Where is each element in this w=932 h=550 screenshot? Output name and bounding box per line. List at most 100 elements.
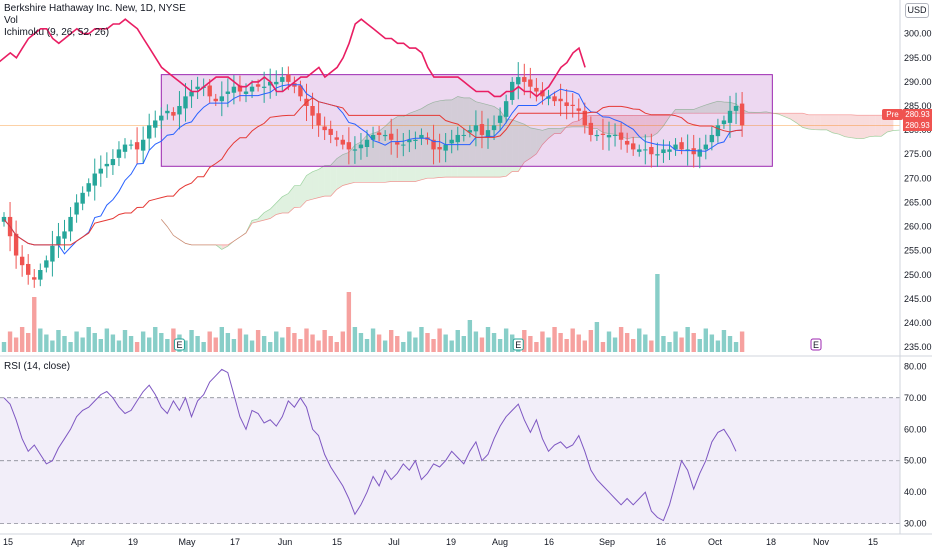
cloud-segment xyxy=(282,193,289,213)
volume-bar xyxy=(68,342,73,352)
volume-bar xyxy=(655,274,660,352)
volume-bar xyxy=(80,337,85,352)
cloud-segment xyxy=(536,128,543,154)
rsi-legend[interactable]: RSI (14, close) xyxy=(4,361,71,372)
volume-bar xyxy=(461,336,466,352)
rsi-tick-label: 30.00 xyxy=(904,519,927,529)
cloud-segment xyxy=(681,109,688,114)
candle-body xyxy=(274,81,279,85)
candle-body xyxy=(68,216,73,232)
volume-bar xyxy=(165,339,170,352)
candle-body xyxy=(38,270,43,280)
cloud-segment xyxy=(252,218,259,224)
volume-bar xyxy=(147,337,152,352)
symbol-title[interactable]: Berkshire Hathaway Inc. New, 1D, NYSE xyxy=(4,3,186,14)
candle-body xyxy=(395,142,400,145)
cloud-segment xyxy=(723,101,730,114)
earnings-box xyxy=(512,338,524,351)
candle-body xyxy=(261,86,267,88)
cloud-segment xyxy=(391,116,398,182)
candle-body xyxy=(528,79,533,87)
candle-body xyxy=(606,134,612,138)
candle-body xyxy=(19,256,25,266)
cloud-segment xyxy=(457,96,464,178)
time-tick-label: 15 xyxy=(3,537,13,547)
candle-body xyxy=(62,231,67,239)
candle-body xyxy=(213,98,218,102)
candle-body xyxy=(370,134,376,140)
candle-body xyxy=(140,139,146,151)
candle-body xyxy=(255,84,261,87)
candle-body xyxy=(582,110,587,126)
earnings-marker[interactable]: E xyxy=(512,338,524,351)
volume-bar xyxy=(201,342,206,352)
cloud-segment xyxy=(342,152,349,186)
price-tick-label: 295.00 xyxy=(904,53,932,63)
ichimoku-label[interactable]: Ichimoku (9, 26, 52, 26) xyxy=(4,27,110,38)
candle-body xyxy=(352,149,358,151)
volume-bar xyxy=(98,339,103,352)
candle-body xyxy=(225,91,231,94)
candle-body xyxy=(721,120,727,125)
pre-tag: Pre xyxy=(882,109,903,120)
volume-bar xyxy=(624,333,630,352)
candle-body xyxy=(473,125,479,132)
earnings-marker[interactable]: E xyxy=(173,338,185,351)
time-tick-label: Jul xyxy=(388,537,400,547)
legend: Berkshire Hathaway Inc. New, 1D, NYSE Vo… xyxy=(4,3,186,39)
candle-body xyxy=(316,113,321,126)
kijun-sen xyxy=(3,97,743,246)
rsi-tick-label: 60.00 xyxy=(904,424,927,434)
cloud-segment xyxy=(602,115,609,134)
candle-body xyxy=(552,96,557,102)
chikou-span xyxy=(0,18,586,98)
time-tick-label: Jun xyxy=(278,537,293,547)
volume-bar xyxy=(219,327,224,352)
currency-badge[interactable]: USD xyxy=(905,3,929,18)
volume-bar xyxy=(491,333,497,352)
candle-body xyxy=(219,96,224,102)
candle-body xyxy=(558,98,563,102)
cloud-segment xyxy=(488,104,495,178)
cloud-segment xyxy=(572,120,579,127)
volume-bar xyxy=(328,336,333,352)
volume-bar xyxy=(395,336,400,352)
candle-body xyxy=(1,216,7,222)
candle-body xyxy=(110,159,116,166)
cloud-segment xyxy=(530,127,537,159)
future-earnings-marker[interactable]: E xyxy=(810,338,822,351)
cloud-segment xyxy=(258,212,265,222)
volume-bar xyxy=(528,336,533,352)
volume-bar xyxy=(316,340,321,352)
candle-body xyxy=(322,126,327,131)
candle-body xyxy=(673,144,678,150)
cloud-segment xyxy=(857,115,864,139)
volume-bar xyxy=(376,334,382,352)
volume-bar xyxy=(62,336,67,352)
cloud-segment xyxy=(348,145,355,184)
volume-bar xyxy=(340,331,345,352)
volume-bar xyxy=(370,328,376,352)
cloud-segment xyxy=(415,108,422,182)
volume-label[interactable]: Vol xyxy=(4,15,18,26)
volume-bar xyxy=(419,327,424,352)
volume-bar xyxy=(358,333,364,352)
volume-bar xyxy=(1,342,7,352)
candle-body xyxy=(491,125,497,131)
time-tick-label: 16 xyxy=(544,537,554,547)
candle-body xyxy=(243,91,249,94)
cloud-segment xyxy=(469,97,476,178)
cloud-segment xyxy=(512,119,519,172)
volume-bar xyxy=(522,330,527,352)
volume-bar xyxy=(50,340,55,352)
candle-body xyxy=(685,149,690,151)
volume-bar xyxy=(703,328,708,352)
senkou-span-a xyxy=(161,96,900,250)
cloud-segment xyxy=(790,113,797,123)
volume-bar xyxy=(261,336,267,352)
candle-body xyxy=(612,134,618,136)
candle-body xyxy=(382,134,388,137)
volume-bar xyxy=(540,331,545,352)
volume-bar xyxy=(479,337,485,352)
candle-body xyxy=(588,122,594,135)
